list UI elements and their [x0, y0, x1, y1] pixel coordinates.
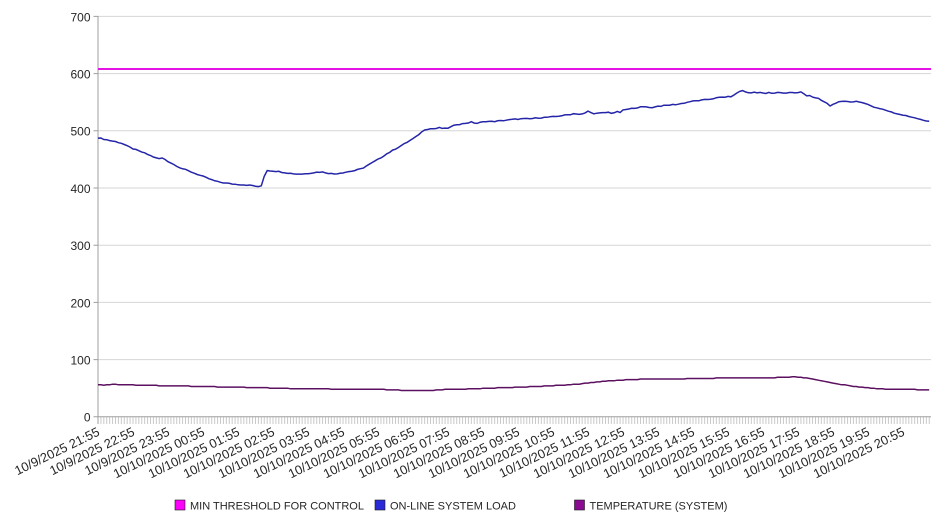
svg-text:700: 700 — [70, 10, 90, 24]
svg-text:600: 600 — [70, 68, 90, 82]
svg-text:100: 100 — [70, 354, 90, 368]
svg-text:200: 200 — [70, 296, 90, 310]
svg-text:ON-LINE SYSTEM LOAD: ON-LINE SYSTEM LOAD — [390, 501, 516, 513]
svg-text:TEMPERATURE (SYSTEM): TEMPERATURE (SYSTEM) — [590, 501, 728, 513]
svg-text:400: 400 — [70, 182, 90, 196]
svg-text:MIN THRESHOLD FOR CONTROL: MIN THRESHOLD FOR CONTROL — [190, 501, 364, 513]
svg-text:0: 0 — [84, 411, 91, 425]
svg-text:300: 300 — [70, 239, 90, 253]
svg-text:500: 500 — [70, 125, 90, 139]
